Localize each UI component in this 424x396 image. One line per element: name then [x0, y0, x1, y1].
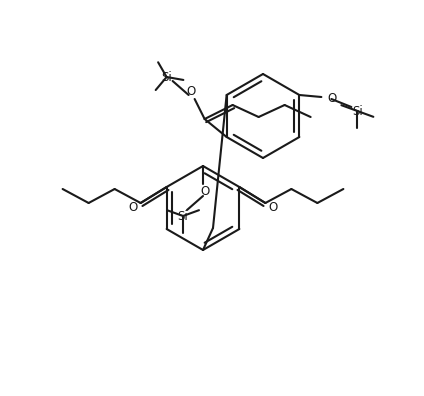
Text: Si: Si — [352, 105, 363, 118]
Text: O: O — [128, 200, 137, 213]
Text: Si: Si — [161, 70, 172, 84]
Text: O: O — [269, 200, 278, 213]
Text: O: O — [327, 91, 337, 105]
Text: Si: Si — [178, 209, 188, 223]
Text: O: O — [186, 84, 195, 97]
Text: O: O — [201, 185, 209, 198]
